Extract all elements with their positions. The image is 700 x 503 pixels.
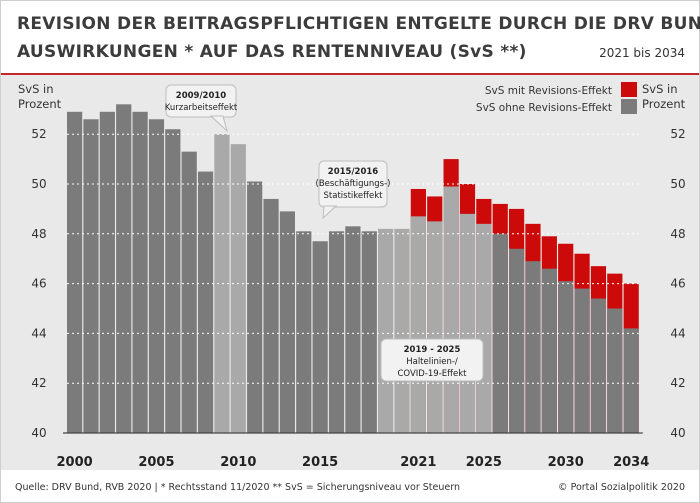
y-tick-left-52: 52 — [31, 127, 46, 141]
bar-base-2021 — [410, 216, 426, 433]
header: REVISION DER BEITRAGSPFLICHTIGEN ENTGELT… — [1, 1, 700, 75]
bar-base-2032 — [590, 298, 607, 433]
legend-swatch-revision — [621, 82, 637, 97]
bar-base-2002 — [99, 111, 115, 433]
footer: Quelle: DRV Bund, RVB 2020 | * Rechtssta… — [1, 473, 699, 502]
bar-base-2027 — [508, 248, 525, 433]
annotation-3: 2019 - 2025 Haltelinien-/ COVID-19-Effekt — [380, 338, 484, 382]
bar-base-2018 — [361, 231, 377, 433]
y-tick-left-44: 44 — [31, 326, 46, 340]
bar-base-2017 — [345, 226, 361, 433]
annotation-3-line-3: COVID-19-Effekt — [397, 369, 467, 379]
chart-title-line1: REVISION DER BEITRAGSPFLICHTIGEN ENTGELT… — [17, 14, 700, 34]
bar-base-2003 — [116, 104, 132, 433]
bar-base-2011 — [247, 181, 263, 433]
bar-base-2004 — [132, 111, 148, 433]
source-note: Quelle: DRV Bund, RVB 2020 | * Rechtssta… — [15, 482, 460, 493]
bar-base-2022 — [427, 221, 443, 433]
legend-label-revision: SvS mit Revisions-Effekt — [485, 85, 612, 97]
bar-base-2005 — [148, 119, 165, 433]
y-axis-title-left-line1: SvS in — [18, 82, 54, 96]
annotation-box-3 — [380, 338, 484, 382]
bar-base-2028 — [525, 261, 541, 433]
annotation-2-line-3: Statistikeffekt — [324, 191, 384, 201]
bar-base-2001 — [83, 119, 99, 433]
annotation-pointer-2 — [322, 205, 338, 220]
bar-base-2015 — [312, 241, 328, 433]
y-axis-title-right-line2: Prozent — [642, 97, 686, 111]
bar-base-2024 — [459, 213, 476, 433]
bar-base-2025 — [476, 223, 492, 433]
bar-base-2000 — [67, 111, 83, 433]
bar-base-2026 — [492, 233, 508, 433]
bar-base-2023 — [443, 186, 459, 433]
bar-base-2033 — [607, 308, 623, 433]
annotation-3-line-2: Haltelinien-/ — [406, 357, 458, 367]
annotation-3-line-1: 2019 - 2025 — [404, 345, 461, 355]
y-tick-right-48: 48 — [670, 227, 685, 241]
annotation-box-1 — [165, 84, 237, 118]
x-tick-2000: 2000 — [57, 455, 93, 470]
bar-base-2008 — [197, 171, 214, 434]
bar-base-2010 — [230, 144, 246, 433]
x-tick-2034: 2034 — [613, 455, 649, 470]
y-axis-title-right-line1: SvS in — [642, 82, 678, 96]
x-tick-2015: 2015 — [302, 455, 338, 470]
annotation-2-line-2: (Beschäftigungs-) — [316, 179, 391, 189]
bar-base-2029 — [541, 268, 557, 433]
bar-base-2006 — [165, 129, 181, 433]
bar-base-2031 — [574, 288, 590, 433]
legend-swatch-no-revision — [621, 99, 637, 114]
bar-base-2012 — [263, 198, 279, 433]
bar-base-2019 — [378, 228, 394, 433]
bar-base-2030 — [558, 281, 574, 433]
y-tick-right-44: 44 — [670, 326, 685, 340]
y-tick-left-50: 50 — [31, 177, 46, 191]
annotation-1-line-1: 2009/2010 — [176, 91, 227, 101]
annotation-2-line-1: 2015/2016 — [328, 167, 379, 177]
x-tick-2030: 2030 — [548, 455, 584, 470]
copyright: © Portal Sozialpolitik 2020 — [558, 482, 685, 493]
y-tick-left-42: 42 — [31, 376, 46, 390]
chart-subtitle: 2021 bis 2034 — [599, 46, 685, 60]
x-tick-2025: 2025 — [466, 455, 502, 470]
y-tick-right-52: 52 — [670, 127, 685, 141]
bar-base-2013 — [279, 211, 296, 433]
chart-title-line2: AUSWIRKUNGEN * AUF DAS RENTENNIVEAU (SvS… — [17, 42, 527, 62]
x-tick-2021: 2021 — [400, 455, 436, 470]
bar-base-2014 — [296, 231, 312, 433]
annotation-2: 2015/2016 (Beschäftigungs-) Statistikeffek… — [316, 160, 391, 220]
legend-label-no-revision: SvS ohne Revisions-Effekt — [476, 102, 612, 114]
y-tick-right-46: 46 — [670, 277, 685, 291]
annotation-pointer-1 — [209, 115, 228, 133]
annotation-1-line-2: Kurzarbeitseffekt — [165, 103, 238, 113]
y-tick-right-40: 40 — [670, 426, 685, 440]
y-tick-right-42: 42 — [670, 376, 685, 390]
x-tick-2005: 2005 — [138, 455, 174, 470]
y-tick-left-48: 48 — [31, 227, 46, 241]
bar-base-2034 — [623, 328, 639, 433]
y-tick-left-40: 40 — [31, 426, 46, 440]
plot-area: 40 40 42 42 44 44 46 46 48 48 50 50 52 52 SvS in Prozen… — [1, 75, 699, 470]
x-tick-2010: 2010 — [220, 455, 256, 470]
bar-base-2009 — [214, 134, 230, 433]
bar-base-2007 — [181, 151, 197, 433]
y-axis-title-left-line2: Prozent — [18, 97, 62, 111]
y-tick-right-50: 50 — [670, 177, 685, 191]
y-tick-left-46: 46 — [31, 277, 46, 291]
annotation-box-2 — [318, 160, 388, 208]
bar-base-2016 — [328, 231, 345, 433]
bar-base-2020 — [394, 228, 410, 433]
annotation-1: 2009/2010 Kurzarbeitseffekt — [165, 84, 238, 133]
